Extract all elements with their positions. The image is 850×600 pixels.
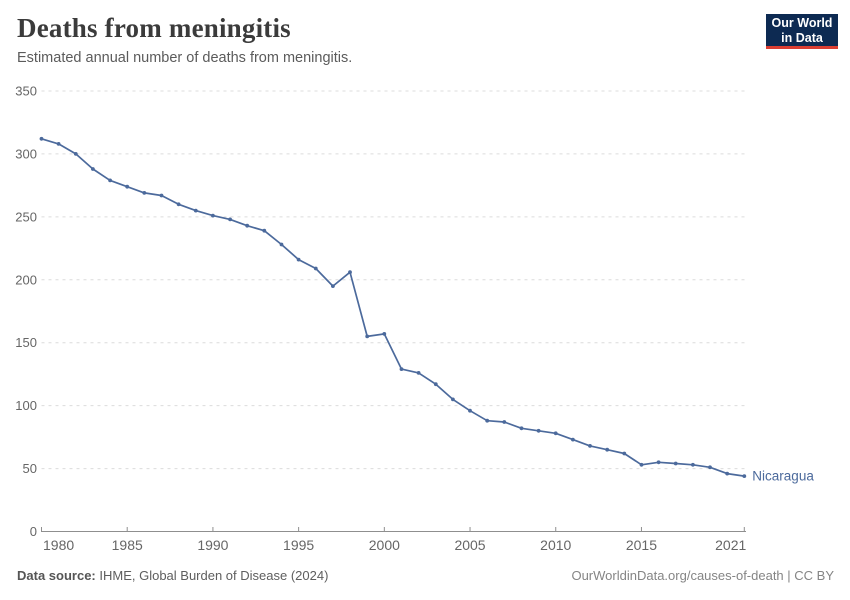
chart-header: Deaths from meningitis Estimated annual …: [17, 12, 760, 68]
entity-label-nicaragua: Nicaragua: [752, 469, 814, 484]
data-point-2006[interactable]: [485, 418, 490, 423]
data-point-1986[interactable]: [142, 191, 147, 195]
data-point-1993[interactable]: [262, 228, 267, 233]
x-tick-label-1980: 1980: [43, 537, 74, 553]
data-point-2018[interactable]: [691, 462, 695, 467]
y-tick-label-150: 150: [15, 335, 37, 350]
x-tick-label-2021: 2021: [715, 537, 746, 553]
data-point-2001[interactable]: [399, 367, 404, 371]
data-point-1996[interactable]: [313, 266, 318, 271]
data-point-1995[interactable]: [296, 257, 301, 262]
data-point-2019[interactable]: [708, 465, 712, 470]
data-point-1997[interactable]: [331, 284, 335, 288]
chart-footer: Data source: IHME, Global Burden of Dise…: [17, 568, 834, 583]
data-point-1990[interactable]: [211, 213, 215, 218]
data-point-2008[interactable]: [519, 426, 524, 431]
data-point-2012[interactable]: [588, 444, 592, 448]
data-point-2016[interactable]: [656, 460, 661, 465]
data-point-2015[interactable]: [639, 462, 644, 467]
data-point-2007[interactable]: [502, 420, 507, 424]
data-point-2011[interactable]: [571, 437, 575, 442]
data-point-2009[interactable]: [536, 428, 541, 433]
owid-logo-line2: in Data: [781, 31, 823, 46]
license-link[interactable]: OurWorldinData.org/causes-of-death | CC …: [571, 568, 834, 583]
data-source-text: IHME, Global Burden of Disease (2024): [95, 568, 329, 583]
data-point-2014[interactable]: [622, 451, 627, 456]
data-point-2010[interactable]: [553, 431, 558, 436]
data-point-2005[interactable]: [468, 408, 472, 413]
data-source-note: Data source: IHME, Global Burden of Dise…: [17, 568, 328, 583]
data-point-2013[interactable]: [605, 447, 610, 452]
x-tick-label-2015: 2015: [626, 537, 657, 553]
data-point-1994[interactable]: [279, 242, 284, 247]
y-tick-label-250: 250: [15, 209, 37, 224]
x-tick-label-2010: 2010: [540, 537, 571, 553]
y-tick-label-200: 200: [15, 272, 37, 287]
data-point-1988[interactable]: [176, 202, 181, 207]
data-point-1992[interactable]: [245, 223, 250, 228]
data-point-1985[interactable]: [125, 184, 130, 189]
y-tick-label-100: 100: [15, 398, 37, 413]
y-tick-label-300: 300: [15, 146, 37, 161]
y-tick-label-350: 350: [15, 84, 37, 99]
data-point-2004[interactable]: [451, 397, 455, 402]
data-point-1982[interactable]: [73, 152, 78, 156]
x-tick-label-1990: 1990: [197, 537, 228, 553]
owid-logo-line1: Our World: [771, 16, 833, 30]
data-point-1991[interactable]: [228, 217, 233, 222]
data-point-1983[interactable]: [91, 167, 95, 171]
data-point-1984[interactable]: [108, 178, 112, 183]
data-point-2000[interactable]: [382, 332, 387, 336]
x-tick-label-2000: 2000: [369, 537, 400, 553]
data-point-1999[interactable]: [365, 334, 370, 339]
data-point-1981[interactable]: [56, 142, 61, 146]
data-point-2017[interactable]: [673, 461, 678, 466]
x-tick-label-1985: 1985: [112, 537, 143, 553]
chart-subtitle: Estimated annual number of deaths from m…: [17, 50, 353, 67]
y-tick-label-50: 50: [23, 461, 37, 476]
data-source-label: Data source:: [17, 568, 96, 583]
data-point-1980[interactable]: [39, 136, 44, 141]
data-point-2020[interactable]: [725, 471, 730, 476]
data-point-1989[interactable]: [193, 208, 198, 213]
data-point-2003[interactable]: [433, 382, 438, 387]
data-point-2002[interactable]: [416, 371, 421, 375]
data-point-2021[interactable]: [742, 474, 747, 478]
x-tick-label-2005: 2005: [454, 537, 485, 553]
data-point-1998[interactable]: [348, 270, 352, 275]
data-point-1987[interactable]: [159, 193, 164, 198]
y-tick-label-0: 0: [30, 524, 37, 539]
owid-logo[interactable]: Our World in Data: [766, 14, 838, 49]
data-line-nicaragua[interactable]: [41, 137, 745, 477]
page-title: Deaths from meningitis: [17, 13, 291, 43]
x-tick-label-1995: 1995: [283, 537, 314, 553]
